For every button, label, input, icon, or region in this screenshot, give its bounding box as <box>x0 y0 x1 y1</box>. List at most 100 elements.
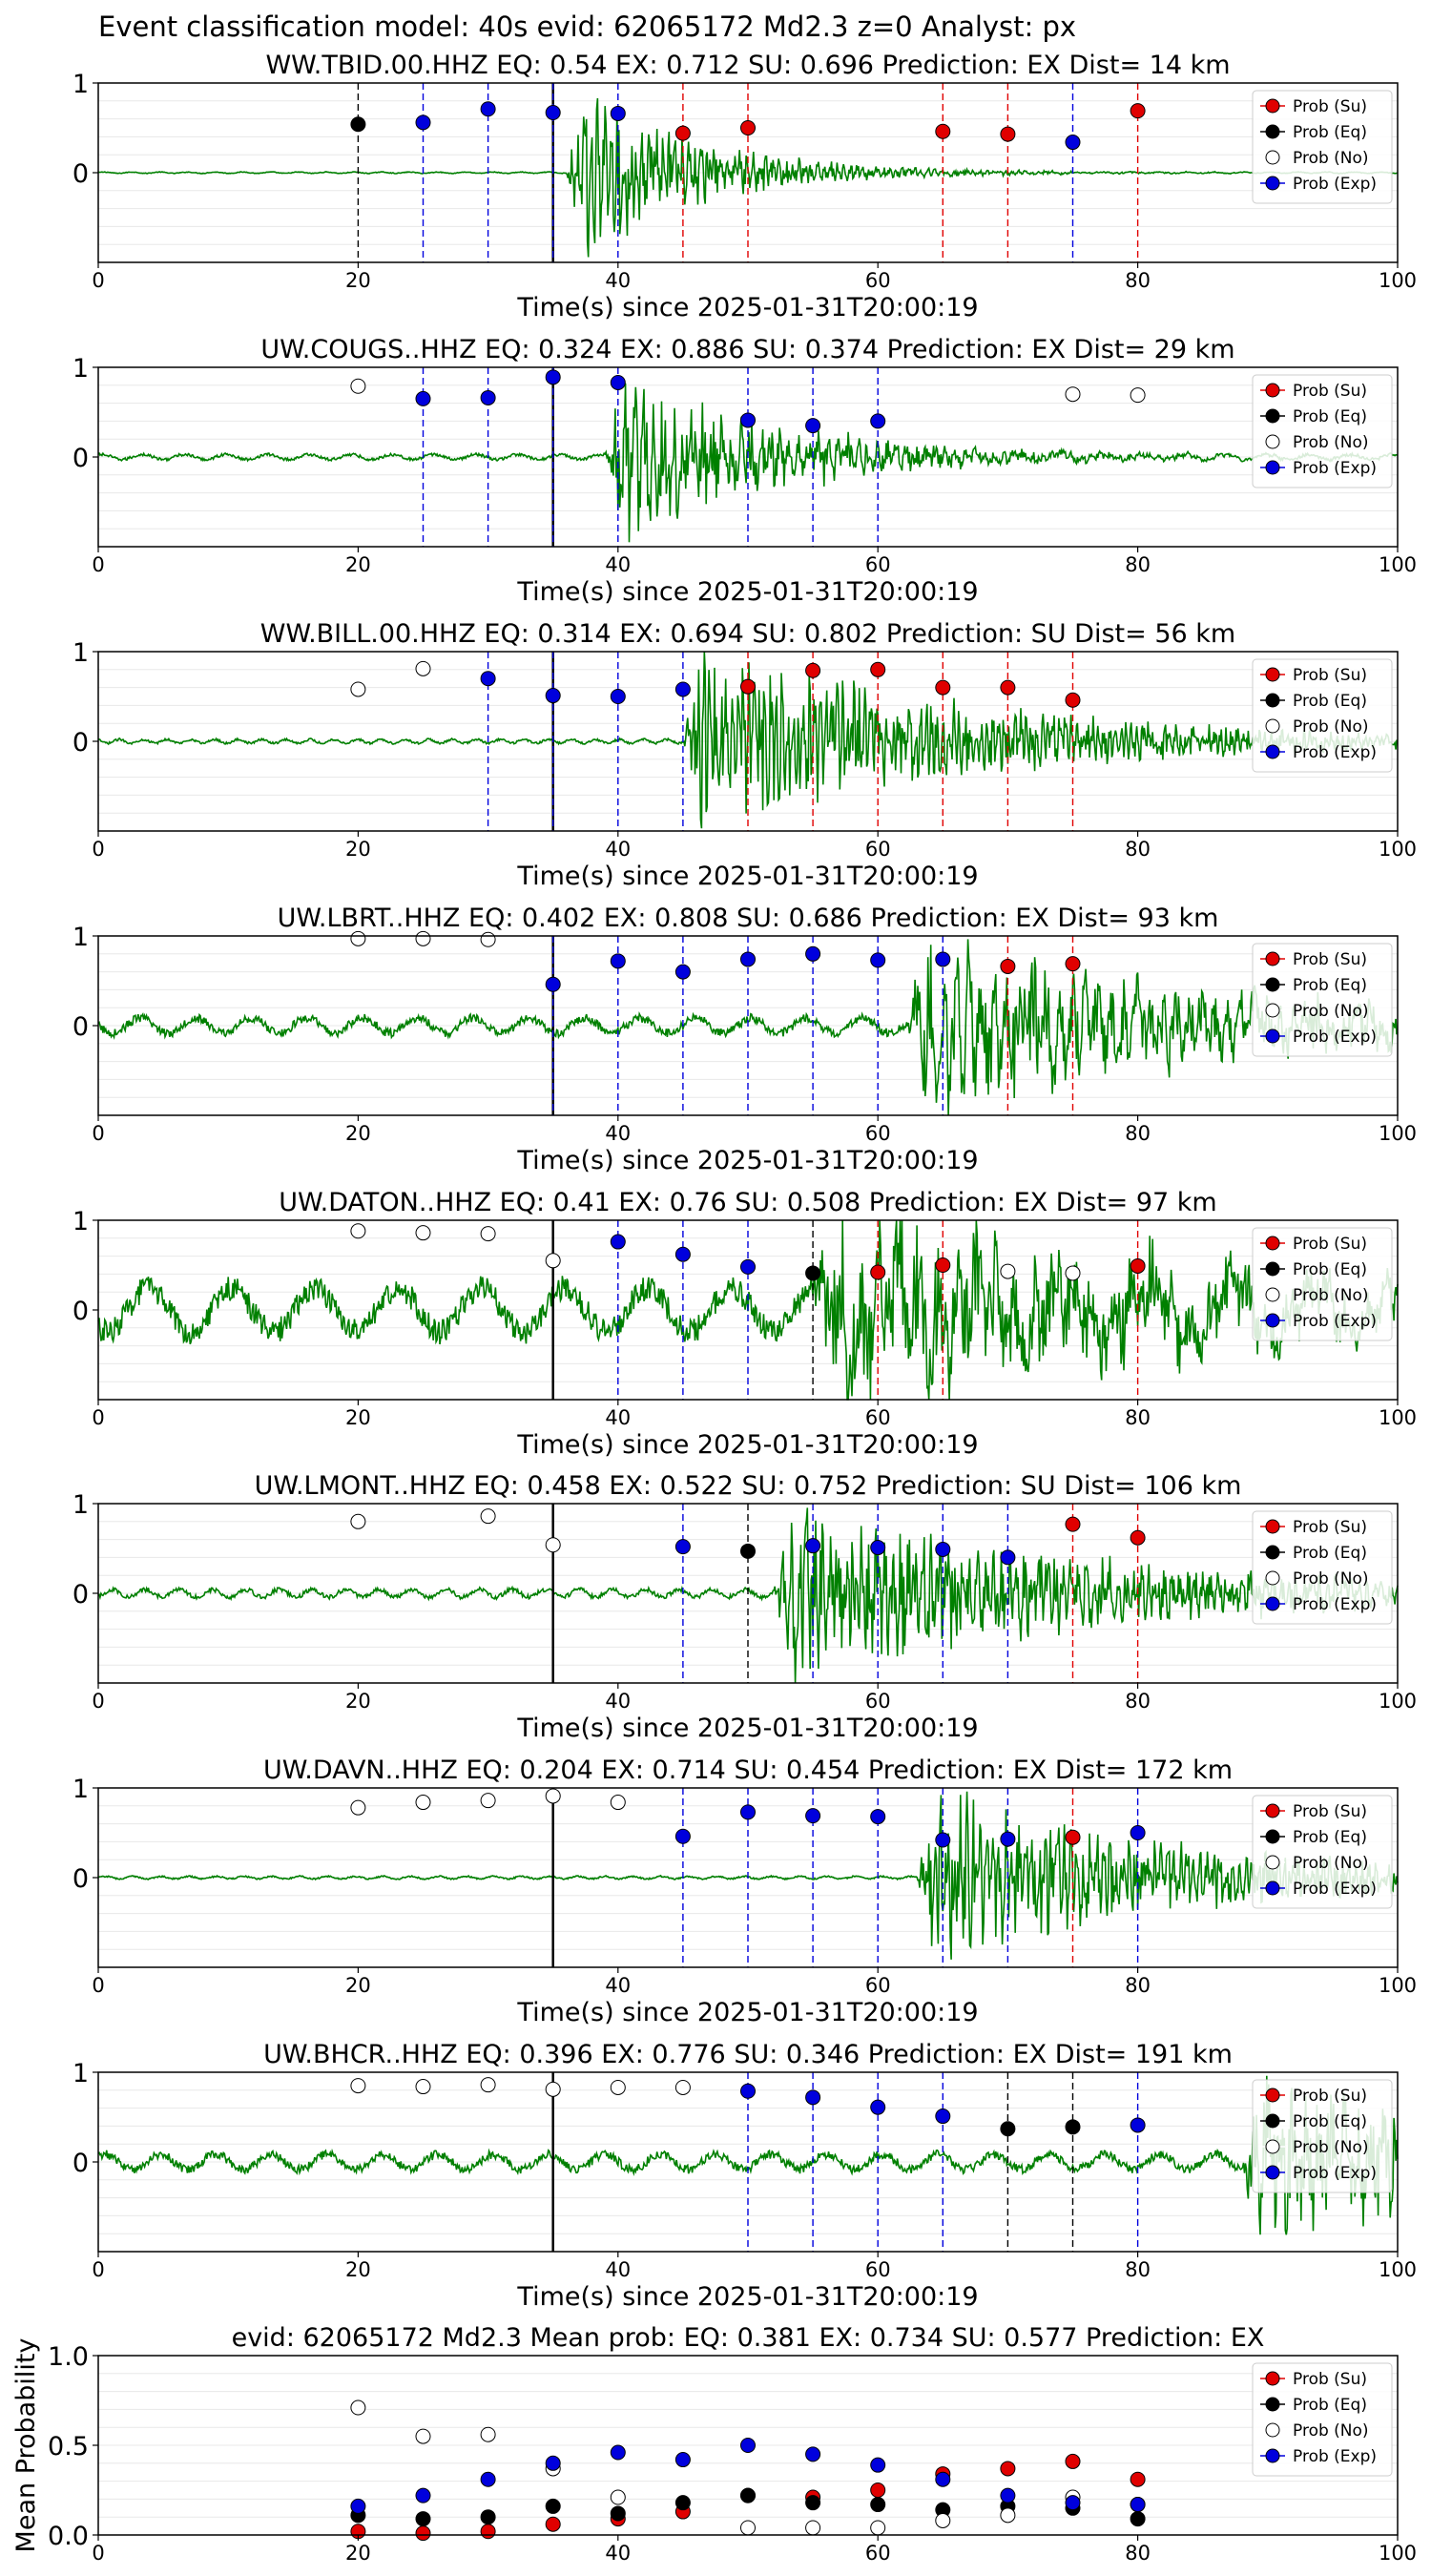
pick-marker-eq <box>350 116 366 133</box>
x-tick-label: 0 <box>92 2542 104 2565</box>
station-panel-5: 0 20 40 60 80 100 1 0 Time(s) since 2025-01-31T2… <box>73 1188 1417 1460</box>
y-tick-label: 0 <box>73 1012 89 1042</box>
legend-label-exp: Prob (Exp) <box>1293 459 1377 478</box>
pick-marker-no <box>610 2079 626 2095</box>
y-tick-label: 1 <box>73 638 89 668</box>
pick-marker-no <box>1130 387 1146 404</box>
x-axis-label: Time(s) since 2025-01-31T20:00:19 <box>516 293 978 322</box>
mean-marker-exp <box>805 2446 821 2462</box>
legend-label-exp: Prob (Exp) <box>1293 2447 1377 2466</box>
y-tick-label: 0 <box>73 159 89 189</box>
x-tick-label: 80 <box>1125 2542 1151 2565</box>
y-tick-label: 0 <box>73 1864 89 1894</box>
pick-marker-su <box>1130 103 1146 119</box>
legend-label-exp: Prob (Exp) <box>1293 743 1377 762</box>
x-tick-label: 100 <box>1379 553 1417 576</box>
pick-marker-exp <box>610 689 626 704</box>
legend-marker-su <box>1265 2088 1280 2103</box>
legend-label-exp: Prob (Exp) <box>1293 1595 1377 1614</box>
legend-label-no: Prob (No) <box>1293 2421 1369 2441</box>
legend-6: Prob (Su) Prob (Eq) Prob (No) Prob (Exp) <box>1252 1510 1393 1625</box>
legend-7: Prob (Su) Prob (Eq) Prob (No) Prob (Exp) <box>1252 1795 1393 1909</box>
x-tick-label: 0 <box>92 1122 104 1145</box>
y-tick-label: 1 <box>73 923 89 952</box>
legend-frame <box>1252 658 1393 773</box>
pick-marker-exp <box>674 681 691 697</box>
pick-marker-su <box>1130 1257 1146 1274</box>
mean-marker-exp <box>1065 2495 1081 2511</box>
pick-marker-exp <box>740 951 756 967</box>
legend-marker-eq <box>1265 2113 1280 2129</box>
pick-marker-no <box>415 1225 431 1241</box>
x-tick-label: 20 <box>345 1974 371 1997</box>
legend-3: Prob (Su) Prob (Eq) Prob (No) Prob (Exp) <box>1252 658 1393 773</box>
mean-marker-eq <box>740 2487 756 2503</box>
pick-marker-no <box>545 2081 561 2097</box>
pick-marker-exp <box>805 1808 821 1824</box>
mean-marker-no <box>480 2426 496 2442</box>
legend-label-eq: Prob (Eq) <box>1293 1544 1367 1563</box>
legend-marker-eq <box>1265 124 1280 139</box>
x-tick-label: 100 <box>1379 269 1417 292</box>
x-tick-label: 60 <box>865 553 891 576</box>
pick-marker-exp <box>740 1258 756 1275</box>
pick-marker-exp <box>935 951 951 967</box>
x-tick-label: 20 <box>345 269 371 292</box>
legend-5: Prob (Su) Prob (Eq) Prob (No) Prob (Exp) <box>1252 1227 1393 1341</box>
pick-marker-su <box>1000 679 1016 696</box>
pick-marker-exp <box>545 369 561 385</box>
y-tick-label: 1 <box>73 2059 89 2088</box>
legend-marker-eq <box>1265 977 1280 992</box>
legend-label-no: Prob (No) <box>1293 149 1369 168</box>
legend-frame <box>1252 943 1393 1057</box>
x-axis-label: Time(s) since 2025-01-31T20:00:19 <box>516 862 978 891</box>
x-tick-label: 100 <box>1379 838 1417 861</box>
legend-label-su: Prob (Su) <box>1293 950 1367 969</box>
x-tick-label: 100 <box>1379 1690 1417 1713</box>
x-tick-label: 80 <box>1125 2258 1151 2281</box>
pick-marker-su <box>1000 126 1016 142</box>
legend-frame <box>1252 2079 1393 2193</box>
x-axis-label: Time(s) since 2025-01-31T20:00:19 <box>516 2282 978 2312</box>
pick-marker-exp <box>480 389 496 405</box>
x-tick-label: 80 <box>1125 1690 1151 1713</box>
pick-marker-exp <box>674 1539 691 1555</box>
x-tick-label: 40 <box>605 1406 631 1429</box>
legend-label-exp: Prob (Exp) <box>1293 1312 1377 1331</box>
y-tick-label: 1.0 <box>48 2342 89 2372</box>
pick-marker-exp <box>610 1234 626 1250</box>
pick-marker-exp <box>610 374 626 390</box>
pick-marker-no <box>415 2079 431 2095</box>
pick-marker-no <box>480 1226 496 1242</box>
pick-marker-no <box>1065 386 1081 403</box>
legend-label-su: Prob (Su) <box>1293 382 1367 401</box>
legend-frame <box>1252 1510 1393 1625</box>
panel-title: UW.LBRT..HHZ EQ: 0.402 EX: 0.808 SU: 0.6… <box>278 904 1219 933</box>
legend-marker-no <box>1265 1570 1280 1586</box>
legend-4: Prob (Su) Prob (Eq) Prob (No) Prob (Exp) <box>1252 943 1393 1057</box>
mean-marker-exp <box>480 2471 496 2487</box>
x-tick-label: 40 <box>605 1122 631 1145</box>
legend-label-exp: Prob (Exp) <box>1293 175 1377 194</box>
legend-marker-no <box>1265 150 1280 165</box>
panel-title: UW.COUGS..HHZ EQ: 0.324 EX: 0.886 SU: 0.… <box>260 335 1234 364</box>
waveform-trace <box>97 1219 1399 1401</box>
legend-label-su: Prob (Su) <box>1293 2087 1367 2106</box>
mean-marker-su <box>1130 2471 1146 2487</box>
x-tick-label: 40 <box>605 2258 631 2281</box>
x-tick-label: 40 <box>605 2542 631 2565</box>
legend-marker-no <box>1265 434 1280 449</box>
pick-marker-eq <box>1065 2119 1081 2135</box>
x-axis-label: Time(s) since 2025-01-31T20:00:19 <box>516 1430 978 1460</box>
legend-marker-eq <box>1265 693 1280 708</box>
pick-marker-su <box>1065 956 1081 972</box>
y-tick-label: 0 <box>73 2149 89 2178</box>
pick-marker-exp <box>805 945 821 962</box>
pick-marker-exp <box>1065 135 1081 151</box>
legend-marker-no <box>1265 718 1280 734</box>
x-tick-label: 60 <box>865 1690 891 1713</box>
pick-marker-exp <box>870 2099 886 2115</box>
pick-marker-exp <box>674 1246 691 1262</box>
legend-marker-eq <box>1265 408 1280 424</box>
